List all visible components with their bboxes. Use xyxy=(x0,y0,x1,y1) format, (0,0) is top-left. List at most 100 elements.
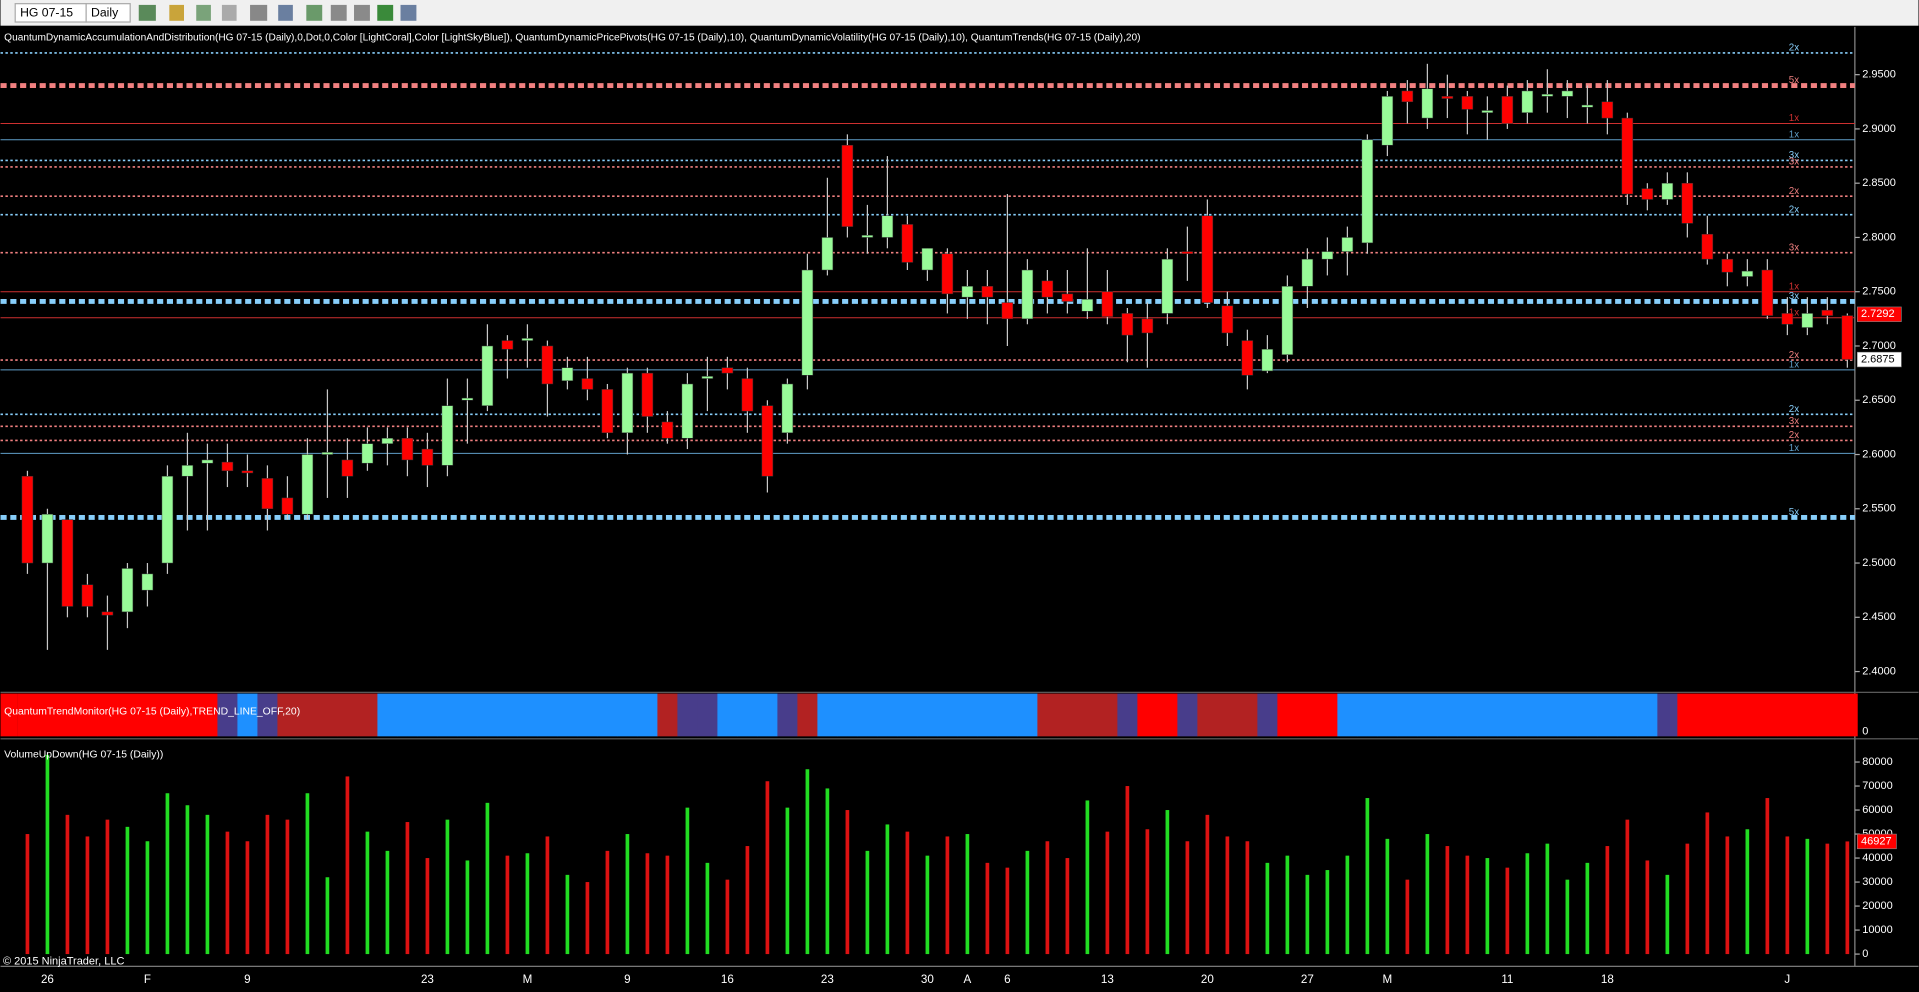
volume-bar xyxy=(1825,843,1830,955)
trend-cell xyxy=(1537,693,1558,737)
trend-cell xyxy=(257,693,278,737)
volume-bar xyxy=(685,807,690,955)
x-tick-label: 16 xyxy=(721,973,734,986)
candle-body xyxy=(921,248,934,271)
trend-cell xyxy=(1157,693,1178,737)
x-tick-label: 30 xyxy=(921,973,934,986)
volume-bar xyxy=(185,805,190,955)
volume-bar xyxy=(485,802,490,955)
zoom-button[interactable] xyxy=(278,4,293,21)
candle-body xyxy=(521,338,534,341)
period: Daily xyxy=(91,6,119,20)
trend-cell xyxy=(1317,693,1338,737)
candle-body xyxy=(1681,182,1694,224)
trend-cell xyxy=(437,693,458,737)
trend-cell xyxy=(1817,693,1838,737)
strategy-button[interactable] xyxy=(330,4,347,21)
trend-cell xyxy=(777,693,798,737)
volume-bar xyxy=(1845,841,1850,955)
trend-cell xyxy=(237,693,258,737)
candle-body xyxy=(321,452,334,455)
volume-bar xyxy=(1105,831,1110,955)
y-tick-label: 40000 xyxy=(1862,852,1893,864)
candle-body xyxy=(1141,318,1154,334)
y-tick-label: 70000 xyxy=(1862,780,1893,792)
trend-cell xyxy=(497,693,518,737)
volume-bar xyxy=(505,855,510,955)
trend-cell xyxy=(1577,693,1598,737)
trend-cell xyxy=(1117,693,1138,737)
candle-body xyxy=(1761,269,1774,316)
level-label: 1x xyxy=(1789,360,1799,371)
indicator-button[interactable] xyxy=(306,4,323,21)
volume-tag xyxy=(1857,833,1897,850)
trend-cell xyxy=(1397,693,1418,737)
cursor-button[interactable] xyxy=(250,4,268,21)
candle-body xyxy=(1021,269,1034,320)
properties-button[interactable] xyxy=(354,4,370,21)
volume-bar xyxy=(885,824,890,955)
volume-bar xyxy=(565,874,570,955)
volume-bar xyxy=(1745,829,1750,955)
level-label: 3x xyxy=(1789,150,1799,161)
copyright: © 2015 NinjaTrader, LLC xyxy=(3,955,124,967)
trend-cell xyxy=(117,693,138,737)
candle-body xyxy=(541,345,554,385)
x-tick-label: 6 xyxy=(1004,973,1010,986)
candle-body xyxy=(1501,96,1514,124)
y-tick-label: 0 xyxy=(1862,948,1868,960)
volume-tag-label: 46927 xyxy=(1861,835,1892,847)
panel-button[interactable] xyxy=(400,4,417,21)
volume-bar xyxy=(945,836,950,955)
trend-panel-title: QuantumTrendMonitor(HG 07-15 (Daily),TRE… xyxy=(4,707,300,718)
candle-body xyxy=(461,397,474,401)
candle-body xyxy=(721,367,734,374)
volume-bar xyxy=(1465,855,1470,955)
price-tag xyxy=(1857,306,1902,322)
trend-cell xyxy=(1677,693,1698,737)
y-tick-label: 0 xyxy=(1862,725,1868,737)
candle-body xyxy=(1201,215,1214,303)
y-tick-label: 2.5500 xyxy=(1862,503,1896,515)
trend-cell xyxy=(1797,693,1818,737)
draw-button[interactable] xyxy=(169,4,185,21)
level-label: 2x xyxy=(1789,43,1799,54)
candle-body xyxy=(961,286,974,298)
candle-body xyxy=(241,470,254,474)
candle-body xyxy=(701,376,714,379)
level-label: 3x xyxy=(1789,291,1799,302)
trend-cell xyxy=(377,693,398,737)
candle-body xyxy=(761,405,774,477)
candle-body xyxy=(161,475,174,564)
volume-bar xyxy=(1445,846,1450,955)
candle-body xyxy=(261,478,274,510)
bar-type-button[interactable] xyxy=(138,4,156,21)
volume-bar xyxy=(465,860,470,955)
period-selector[interactable] xyxy=(85,3,131,23)
volume-bar xyxy=(405,822,410,955)
volume-bar xyxy=(665,855,670,955)
volume-bar xyxy=(805,769,810,955)
volume-bar xyxy=(265,814,270,955)
y-tick-label: 2.9000 xyxy=(1862,123,1896,135)
trend-cell xyxy=(1197,693,1218,737)
volume-bar xyxy=(1205,814,1210,955)
export-button[interactable] xyxy=(377,4,394,21)
trend-cell xyxy=(657,693,678,737)
volume-bar xyxy=(1725,836,1730,955)
trend-cell xyxy=(177,693,198,737)
volume-bar xyxy=(925,855,930,955)
candle-body xyxy=(1481,110,1494,113)
candle-body xyxy=(441,405,454,466)
trend-cell xyxy=(1377,693,1398,737)
candle-body xyxy=(821,237,834,271)
line-button[interactable] xyxy=(221,4,237,21)
volume-bar xyxy=(1245,841,1250,955)
volume-bar xyxy=(325,877,330,955)
volume-bar xyxy=(1585,862,1590,955)
level-label: 1x xyxy=(1789,307,1799,318)
volume-bar xyxy=(1265,862,1270,955)
marker-button[interactable] xyxy=(196,4,211,21)
trend-cell xyxy=(137,693,158,737)
volume-bar xyxy=(1225,836,1230,955)
